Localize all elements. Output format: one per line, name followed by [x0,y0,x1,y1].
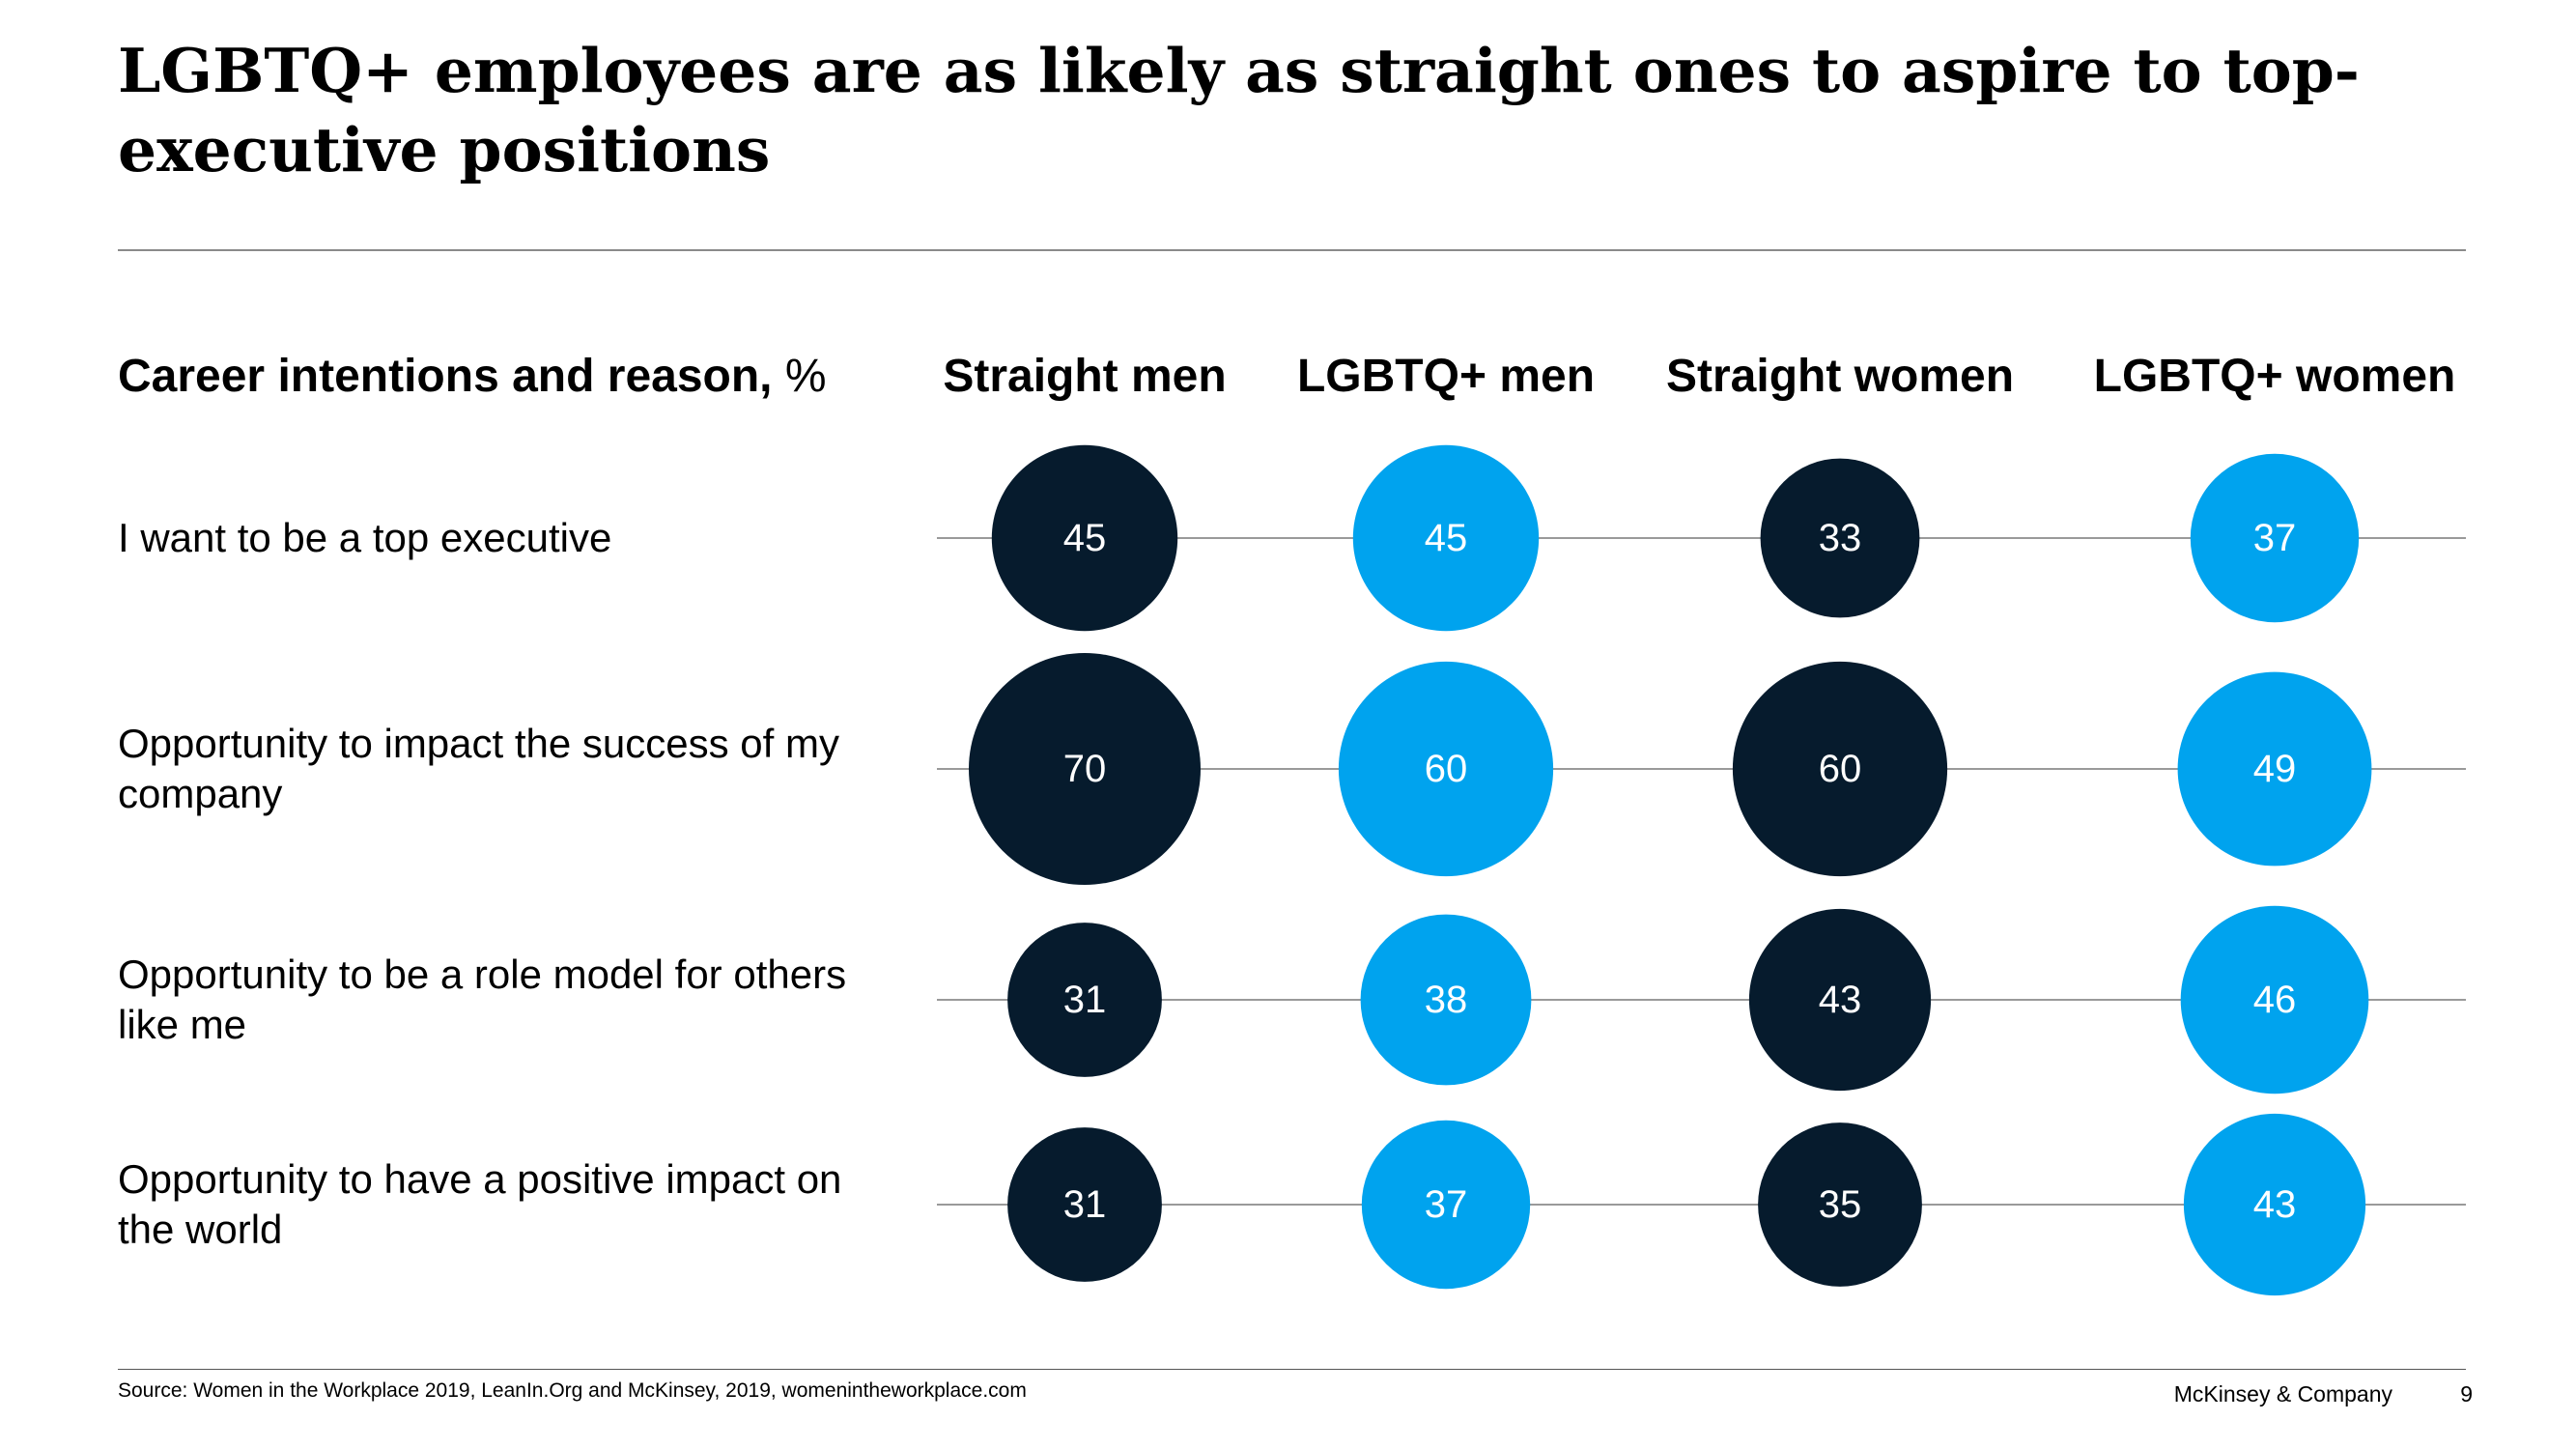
bubble-value-label: 70 [1063,748,1107,790]
bubble-lgbtq-men [1338,661,1554,877]
bubble-straight-women [1760,458,1920,618]
column-header-straight-men: Straight men [943,351,1227,402]
row-label-impact-company: Opportunity to impact the success of my … [118,721,839,816]
bubble-lgbtq-men [1352,444,1540,632]
bubble-value-label: 45 [1425,517,1468,559]
row-header-label: Career intentions and reason, [118,351,773,402]
row-label-positive-impact: Opportunity to have a positive impact on… [118,1156,842,1252]
bubble-straight-men [1007,923,1162,1077]
column-header-lgbtq-women: LGBTQ+ women [2093,351,2456,402]
column-header-straight-women: Straight women [1665,351,2015,402]
bubble-straight-women [1732,661,1948,877]
bubble-lgbtq-men [1361,1120,1531,1290]
bubble-straight-men [991,444,1178,632]
bubble-value-label: 37 [1425,1183,1468,1226]
bubble-value-label: 43 [2253,1183,2297,1226]
bubble-value-label: 49 [2253,748,2297,790]
bubble-lgbtq-women [2180,905,2369,1094]
bubble-value-label: 31 [1063,979,1107,1021]
bubble-value-label: 46 [2253,979,2297,1021]
bubble-straight-women [1758,1122,1922,1287]
bubble-lgbtq-women [2183,1113,2366,1296]
bubble-value-label: 35 [1819,1183,1862,1226]
row-header-unit: % [772,351,827,402]
bubble-straight-women [1748,908,1932,1092]
bubble-value-label: 31 [1063,1183,1107,1226]
page-title: LGBTQ+ employees are as likely as straig… [118,35,2360,185]
bubble-lgbtq-men [1360,914,1532,1086]
bubble-value-label: 43 [1819,979,1862,1021]
title-divider [118,249,2466,251]
bubble-value-label: 37 [2253,517,2297,559]
bubble-lgbtq-women [2177,671,2372,867]
bubble-value-label: 60 [1819,748,1862,790]
bubble-straight-men [969,653,1201,885]
bubble-lgbtq-women [2190,453,2360,623]
footer-divider [118,1369,2466,1370]
bubble-value-label: 33 [1819,517,1862,559]
brand-name: McKinsey & Company [2173,1381,2392,1406]
column-header-lgbtq-men: LGBTQ+ men [1296,351,1596,402]
page-number: 9 [2460,1381,2473,1406]
source-note: Source: Women in the Workplace 2019, Lea… [118,1379,1027,1402]
row-header: Career intentions and reason, % [118,348,827,406]
bubble-straight-men [1007,1127,1162,1282]
bubble-value-label: 38 [1425,979,1468,1021]
row-label-role-model: Opportunity to be a role model for other… [118,952,847,1047]
bubble-value-label: 60 [1425,748,1468,790]
row-label-top-executive: I want to be a top executive [118,515,612,560]
bubble-value-label: 45 [1063,517,1107,559]
